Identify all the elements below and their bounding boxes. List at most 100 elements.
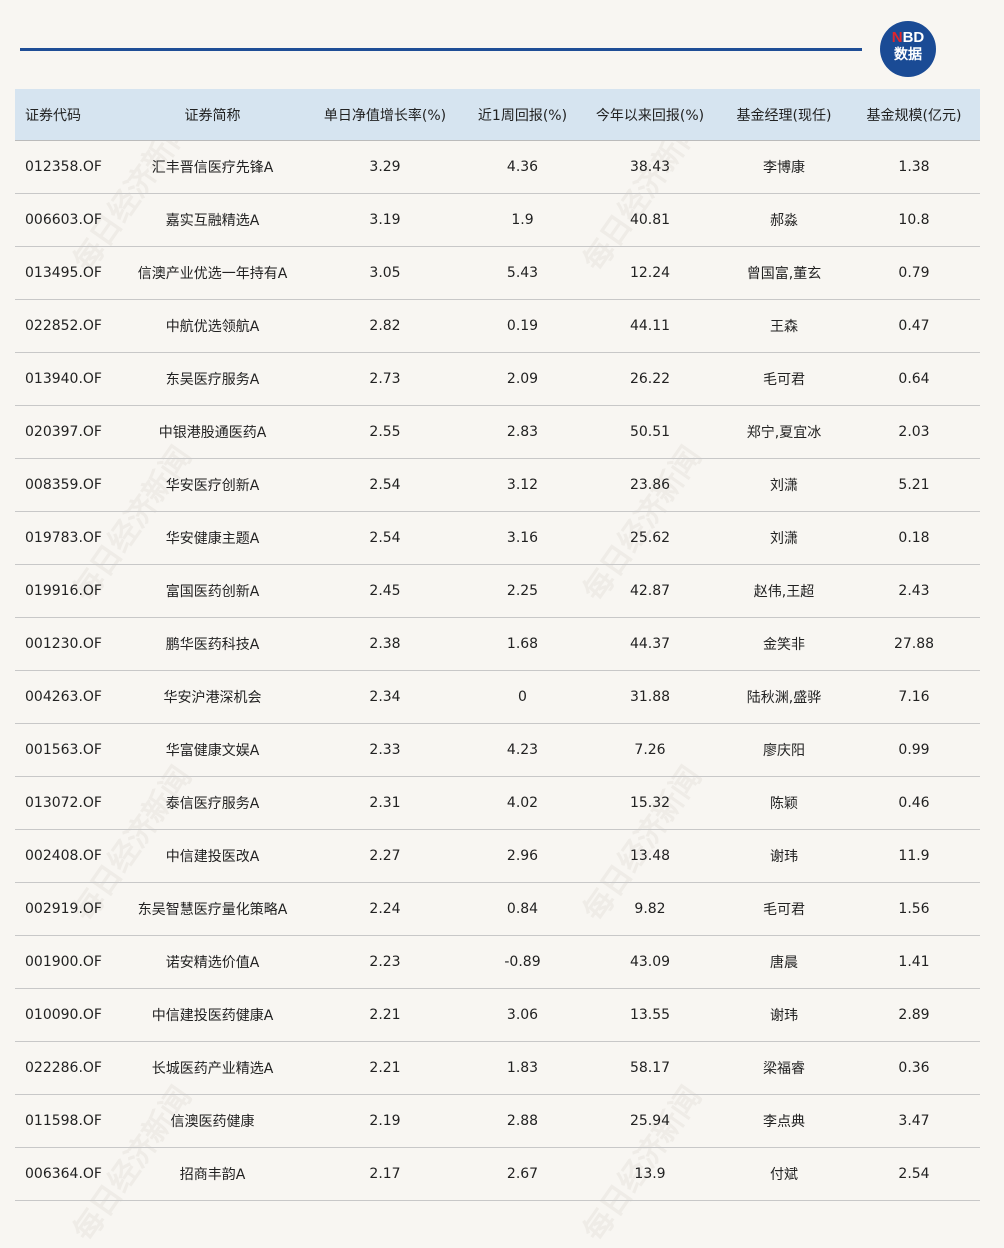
cell-name: 中信建投医改A: [120, 829, 305, 883]
header-rule: [20, 48, 862, 51]
cell-code: 001563.OF: [15, 723, 120, 777]
cell-ytd-return: 25.94: [580, 1094, 720, 1148]
cell-code: 006603.OF: [15, 193, 120, 247]
cell-size: 11.9: [848, 829, 980, 883]
cell-manager: 毛可君: [720, 352, 848, 406]
nbd-data-logo: NBD 数据: [880, 21, 936, 77]
cell-week-return: 3.16: [465, 511, 580, 565]
cell-manager: 郑宁,夏宜冰: [720, 405, 848, 459]
cell-manager: 金笑非: [720, 617, 848, 671]
cell-ytd-return: 43.09: [580, 935, 720, 989]
table-row: 020397.OF 中银港股通医药A 2.55 2.83 50.51 郑宁,夏宜冰 2.03: [15, 405, 980, 459]
table-row: 010090.OF 中信建投医药健康A 2.21 3.06 13.55 谢玮 2.89: [15, 988, 980, 1042]
cell-manager: 陈颖: [720, 776, 848, 830]
cell-code: 004263.OF: [15, 670, 120, 724]
cell-daily-growth: 2.55: [305, 405, 465, 459]
cell-ytd-return: 12.24: [580, 246, 720, 300]
cell-week-return: 4.02: [465, 776, 580, 830]
cell-name: 鹏华医药科技A: [120, 617, 305, 671]
cell-size: 0.18: [848, 511, 980, 565]
cell-size: 5.21: [848, 458, 980, 512]
cell-manager: 梁福睿: [720, 1041, 848, 1095]
cell-name: 华富健康文娱A: [120, 723, 305, 777]
cell-code: 013940.OF: [15, 352, 120, 406]
cell-ytd-return: 13.9: [580, 1147, 720, 1201]
header-col-code: 证券代码: [15, 89, 120, 141]
cell-code: 019916.OF: [15, 564, 120, 618]
table-row: 011598.OF 信澳医药健康 2.19 2.88 25.94 李点典 3.47: [15, 1094, 980, 1148]
cell-week-return: 1.68: [465, 617, 580, 671]
header-col-daily-growth: 单日净值增长率(%): [305, 89, 465, 141]
cell-week-return: 3.06: [465, 988, 580, 1042]
cell-week-return: 4.36: [465, 140, 580, 194]
fund-table: 证券代码 证券简称 单日净值增长率(%) 近1周回报(%) 今年以来回报(%) 基金经理(…: [15, 89, 980, 1201]
cell-ytd-return: 13.48: [580, 829, 720, 883]
cell-ytd-return: 9.82: [580, 882, 720, 936]
cell-size: 1.56: [848, 882, 980, 936]
cell-ytd-return: 31.88: [580, 670, 720, 724]
cell-week-return: 1.9: [465, 193, 580, 247]
cell-week-return: 4.23: [465, 723, 580, 777]
table-row: 019916.OF 富国医药创新A 2.45 2.25 42.87 赵伟,王超 2.43: [15, 564, 980, 618]
cell-ytd-return: 25.62: [580, 511, 720, 565]
cell-week-return: 0.84: [465, 882, 580, 936]
cell-manager: 曾国富,董玄: [720, 246, 848, 300]
cell-daily-growth: 3.05: [305, 246, 465, 300]
table-row: 019783.OF 华安健康主题A 2.54 3.16 25.62 刘潇 0.18: [15, 511, 980, 565]
cell-daily-growth: 2.73: [305, 352, 465, 406]
cell-week-return: 0.19: [465, 299, 580, 353]
logo-sub: 数据: [894, 47, 922, 63]
cell-manager: 付斌: [720, 1147, 848, 1201]
cell-daily-growth: 2.27: [305, 829, 465, 883]
cell-code: 011598.OF: [15, 1094, 120, 1148]
cell-week-return: 3.12: [465, 458, 580, 512]
cell-week-return: 2.96: [465, 829, 580, 883]
cell-code: 001900.OF: [15, 935, 120, 989]
cell-name: 富国医药创新A: [120, 564, 305, 618]
cell-daily-growth: 3.19: [305, 193, 465, 247]
cell-code: 013495.OF: [15, 246, 120, 300]
cell-daily-growth: 2.54: [305, 458, 465, 512]
cell-daily-growth: 2.23: [305, 935, 465, 989]
cell-manager: 唐晨: [720, 935, 848, 989]
cell-name: 信澳医药健康: [120, 1094, 305, 1148]
table-row: 002408.OF 中信建投医改A 2.27 2.96 13.48 谢玮 11.9: [15, 829, 980, 883]
cell-size: 2.03: [848, 405, 980, 459]
cell-week-return: -0.89: [465, 935, 580, 989]
cell-manager: 廖庆阳: [720, 723, 848, 777]
table-row: 001230.OF 鹏华医药科技A 2.38 1.68 44.37 金笑非 27.88: [15, 617, 980, 671]
cell-name: 信澳产业优选一年持有A: [120, 246, 305, 300]
cell-code: 010090.OF: [15, 988, 120, 1042]
cell-week-return: 1.83: [465, 1041, 580, 1095]
cell-manager: 赵伟,王超: [720, 564, 848, 618]
cell-name: 华安沪港深机会: [120, 670, 305, 724]
table-header: 证券代码 证券简称 单日净值增长率(%) 近1周回报(%) 今年以来回报(%) 基金经理(…: [15, 89, 980, 141]
cell-daily-growth: 2.24: [305, 882, 465, 936]
cell-ytd-return: 58.17: [580, 1041, 720, 1095]
table-row: 013940.OF 东吴医疗服务A 2.73 2.09 26.22 毛可君 0.64: [15, 352, 980, 406]
cell-daily-growth: 2.34: [305, 670, 465, 724]
table-row: 002919.OF 东吴智慧医疗量化策略A 2.24 0.84 9.82 毛可君 1.56: [15, 882, 980, 936]
header-col-manager: 基金经理(现任): [720, 89, 848, 141]
cell-size: 10.8: [848, 193, 980, 247]
cell-manager: 刘潇: [720, 458, 848, 512]
cell-ytd-return: 42.87: [580, 564, 720, 618]
cell-size: 0.46: [848, 776, 980, 830]
cell-manager: 谢玮: [720, 829, 848, 883]
cell-size: 2.43: [848, 564, 980, 618]
cell-ytd-return: 23.86: [580, 458, 720, 512]
table-row: 013495.OF 信澳产业优选一年持有A 3.05 5.43 12.24 曾国富,董玄 0…: [15, 246, 980, 300]
cell-size: 0.99: [848, 723, 980, 777]
cell-daily-growth: 2.21: [305, 1041, 465, 1095]
cell-ytd-return: 38.43: [580, 140, 720, 194]
cell-ytd-return: 44.11: [580, 299, 720, 353]
table-row: 006364.OF 招商丰韵A 2.17 2.67 13.9 付斌 2.54: [15, 1147, 980, 1201]
cell-week-return: 5.43: [465, 246, 580, 300]
cell-name: 华安健康主题A: [120, 511, 305, 565]
table-row: 001563.OF 华富健康文娱A 2.33 4.23 7.26 廖庆阳 0.99: [15, 723, 980, 777]
header-col-week-return: 近1周回报(%): [465, 89, 580, 141]
cell-code: 008359.OF: [15, 458, 120, 512]
table-row: 004263.OF 华安沪港深机会 2.34 0 31.88 陆秋渊,盛骅 7.16: [15, 670, 980, 724]
cell-size: 0.47: [848, 299, 980, 353]
cell-code: 022286.OF: [15, 1041, 120, 1095]
